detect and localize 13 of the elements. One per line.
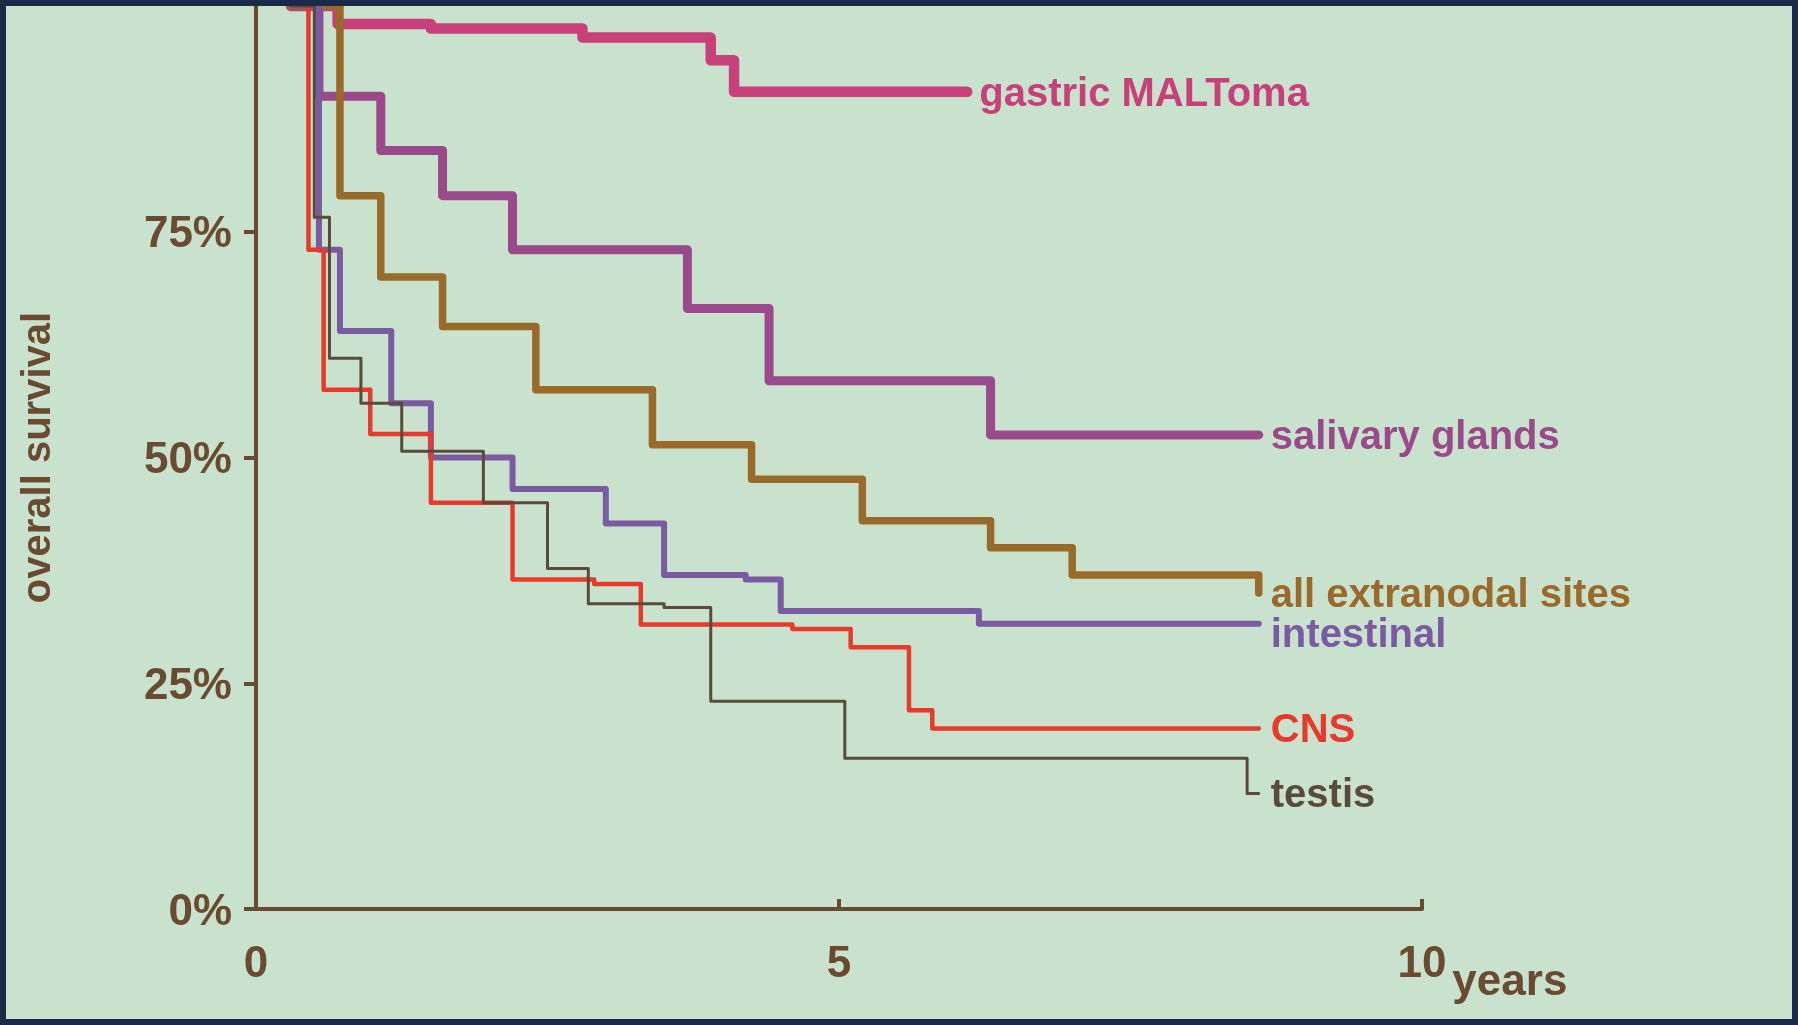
y-axis-title: overall survival — [14, 311, 58, 604]
x-tick-label: 10 — [1397, 936, 1447, 986]
y-tick-label: 75% — [143, 207, 232, 257]
y-tick-label: 50% — [143, 433, 232, 482]
series-label: salivary glands — [1270, 412, 1560, 457]
y-tick-label: 25% — [143, 658, 232, 708]
x-tick-label: 0 — [243, 936, 269, 986]
x-axis-title: years — [1452, 954, 1568, 1004]
series-label: CNS — [1270, 706, 1356, 751]
series-label: testis — [1270, 771, 1376, 816]
x-tick-label: 5 — [826, 936, 852, 986]
y-tick-label: 0% — [168, 884, 232, 934]
series-label: gastric MALToma — [979, 69, 1310, 114]
